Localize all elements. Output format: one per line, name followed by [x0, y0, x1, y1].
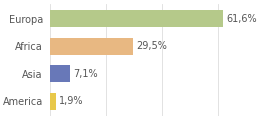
- Text: 61,6%: 61,6%: [226, 14, 257, 24]
- Text: 7,1%: 7,1%: [74, 69, 98, 79]
- Bar: [50, 65, 70, 82]
- Bar: [50, 93, 56, 110]
- Bar: [50, 38, 133, 55]
- Bar: [50, 10, 223, 27]
- Text: 29,5%: 29,5%: [136, 41, 167, 51]
- Text: 1,9%: 1,9%: [59, 96, 83, 106]
